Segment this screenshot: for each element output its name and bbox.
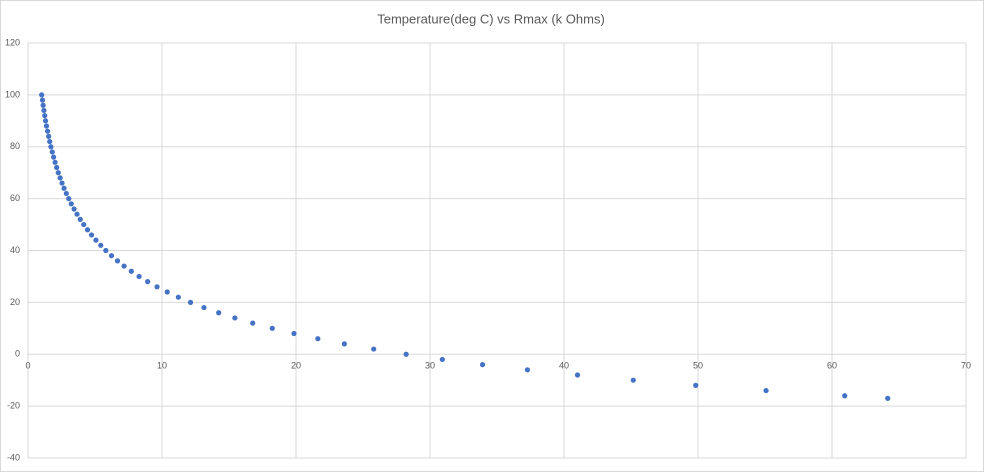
point	[48, 144, 54, 150]
point	[42, 118, 49, 124]
point	[55, 170, 61, 176]
point	[164, 289, 170, 295]
point	[84, 227, 91, 233]
x-tick-label: 30	[425, 361, 435, 371]
x-tick-label: 70	[961, 361, 971, 371]
x-tick-label: 0	[25, 361, 30, 371]
point	[291, 330, 297, 337]
point	[154, 284, 160, 290]
x-tick-label: 10	[157, 361, 167, 371]
y-tick-label: -20	[7, 401, 20, 411]
y-tick-label: 120	[5, 37, 20, 47]
point	[145, 279, 151, 285]
point	[42, 113, 48, 119]
point	[232, 315, 238, 321]
point	[201, 304, 207, 311]
y-tick-label: 0	[15, 349, 20, 359]
point	[630, 377, 636, 383]
point	[39, 97, 46, 103]
point	[136, 273, 142, 280]
point	[77, 216, 83, 222]
point	[250, 320, 256, 326]
point	[371, 346, 377, 352]
y-tick-label: 20	[10, 297, 20, 307]
point	[315, 336, 321, 342]
point	[479, 362, 486, 368]
point	[63, 190, 69, 197]
point	[403, 351, 409, 357]
point	[61, 185, 67, 191]
point	[40, 102, 46, 108]
point	[763, 387, 769, 394]
point	[885, 395, 891, 401]
x-tick-label: 50	[693, 361, 703, 371]
point	[93, 237, 99, 243]
point	[103, 247, 109, 254]
chart-title: Temperature(deg C) vs Rmax (k Ohms)	[377, 11, 605, 26]
point	[128, 268, 134, 274]
point	[693, 382, 699, 388]
point	[574, 372, 581, 378]
point	[842, 393, 848, 399]
point	[47, 138, 53, 145]
point	[175, 294, 181, 300]
point	[114, 258, 121, 264]
point	[439, 356, 445, 363]
point	[49, 149, 55, 155]
point	[121, 263, 127, 269]
y-tick-label: 40	[10, 245, 20, 255]
x-tick-label: 60	[827, 361, 837, 371]
point	[41, 107, 47, 114]
point	[39, 92, 45, 98]
point	[341, 341, 347, 347]
point	[216, 310, 222, 316]
point	[187, 299, 194, 305]
point	[44, 128, 51, 134]
point	[524, 367, 531, 373]
point	[43, 123, 50, 129]
point	[68, 201, 74, 207]
y-tick-label: 60	[10, 193, 20, 203]
point	[52, 159, 58, 165]
point	[54, 164, 60, 171]
point	[57, 175, 63, 181]
point	[71, 206, 77, 212]
point	[108, 253, 115, 259]
point	[46, 133, 52, 139]
point	[81, 221, 87, 228]
x-tick-label: 20	[291, 361, 301, 371]
y-tick-label: 80	[10, 141, 20, 151]
point	[88, 232, 95, 238]
point	[66, 196, 72, 202]
point	[98, 242, 104, 248]
y-tick-label: -40	[7, 452, 20, 462]
x-tick-label: 40	[559, 361, 569, 371]
point	[74, 211, 80, 217]
point	[50, 154, 57, 160]
point	[269, 325, 275, 331]
y-tick-label: 100	[5, 89, 20, 99]
point	[59, 180, 65, 186]
